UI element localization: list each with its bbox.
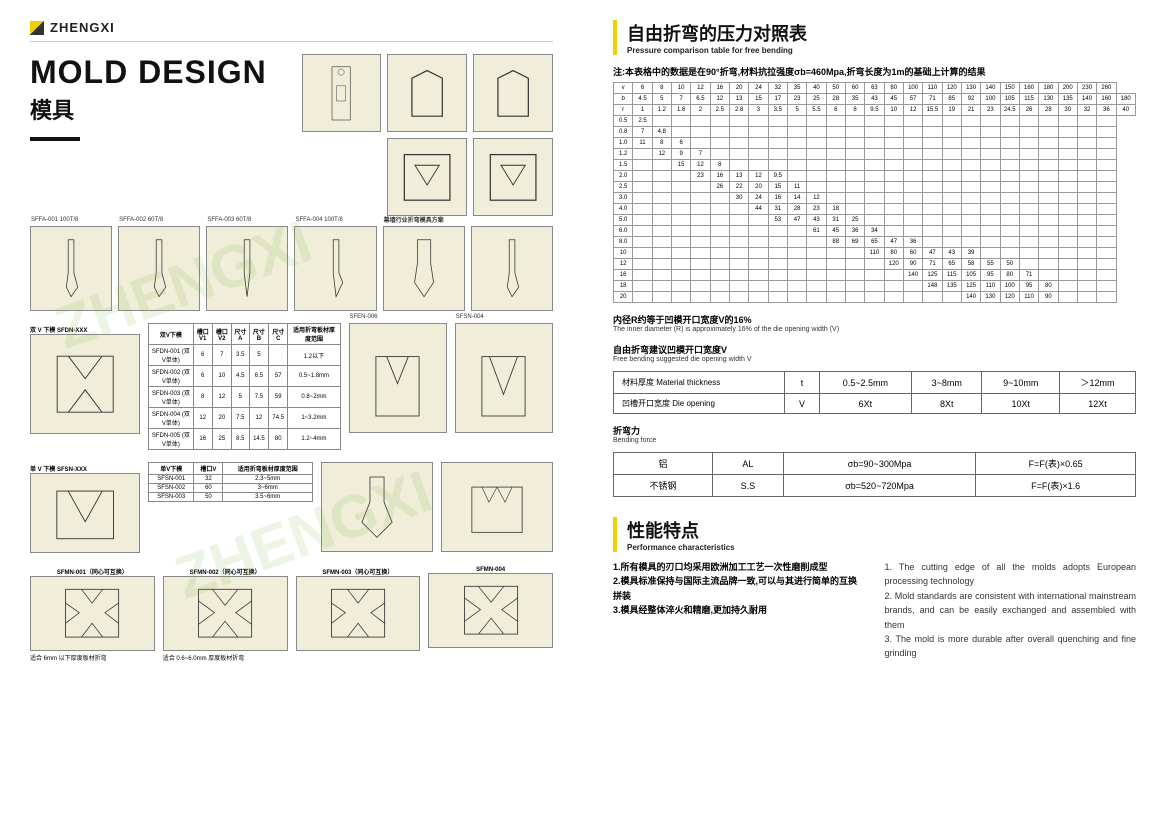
multi-v-diagram: [163, 576, 288, 651]
brand-text: ZHENGXI: [50, 20, 115, 35]
pressure-note: 注:本表格中的数据是在90°折弯,材料抗拉强度σb=460Mpa,折弯长度为1m…: [613, 65, 1136, 78]
perf-title-cn: 性能特点: [627, 517, 1136, 543]
perf-list-en: 1. The cutting edge of all the molds ado…: [885, 560, 1137, 661]
title-underline: [30, 137, 80, 141]
double-v-table: 双V下模槽口V1槽口V2尺寸A尺寸B尺寸C适用折弯板材厚度范围 SFDN-001…: [148, 323, 341, 450]
mold-diagram: SFFA-003 60T/8: [206, 226, 288, 311]
tool-diagram: [441, 462, 553, 552]
section-label: 双 V 下模 SFDN-XXX: [30, 325, 140, 334]
right-page: 自由折弯的压力对照表 Pressure comparison table for…: [583, 0, 1166, 821]
pressure-header: 自由折弯的压力对照表 Pressure comparison table for…: [613, 20, 1136, 55]
document-spread: ZHENGXI ZHENGXI ZHENGXI MOLD DESIGN 模具: [0, 0, 1166, 821]
diagram-label: SFFA-003 60T/8: [207, 217, 251, 223]
mold-diagram: [473, 138, 553, 216]
sfmn-item: SFMN-002（同心可互换） 适合 0.6~6.0mm 厚度板材折弯: [163, 565, 288, 662]
sfmn-item: SFMN-004: [428, 565, 553, 662]
mold-diagram: [302, 54, 382, 132]
curtain-label: 幕墙行业折弯模具方案: [384, 215, 444, 224]
diagram-caption: 适合 0.6~6.0mm 厚度板材折弯: [163, 653, 288, 662]
brand-icon: [30, 21, 44, 35]
page-title-cn: 模具: [30, 93, 282, 125]
mold-diagram: [387, 54, 467, 132]
multi-v-diagram: [296, 576, 421, 651]
section-label: 单 V 下模 SFSN-XXX: [30, 464, 140, 473]
diagram-label: SFMN-001（同心可互换）: [30, 567, 155, 576]
bending-force-cn: 折弯力: [613, 424, 1136, 437]
sfsn-diagram: SFSN-004: [455, 323, 553, 433]
diagram-label: SFEN-006: [350, 314, 378, 320]
mold-diagram: [387, 138, 467, 216]
diagram-label: SFFA-002 60T/8: [119, 217, 163, 223]
radius-note-cn: 内径R约等于凹模开口宽度V的16%: [613, 313, 1136, 326]
diagram-label: SFMN-002（同心可互换）: [163, 567, 288, 576]
pressure-title-en: Pressure comparison table for free bendi…: [627, 46, 1136, 55]
diagram-label: SFSN-004: [456, 314, 484, 320]
sfen-diagram: SFEN-006: [349, 323, 447, 433]
multi-v-diagram: [30, 576, 155, 651]
opening-table: 材料厚度 Material thicknesst0.5~2.5mm3~8mm9~…: [613, 371, 1136, 414]
pressure-table: v681012162024323540506063801001101201301…: [613, 82, 1136, 303]
double-v-diagram: [30, 334, 140, 434]
bending-force-en: Bending force: [613, 437, 1136, 444]
diagram-label: SFFA-004 100T/8: [295, 217, 342, 223]
mold-diagram: SFFA-001 100T/8: [30, 226, 112, 311]
single-v-diagram: [30, 473, 140, 553]
pressure-title-cn: 自由折弯的压力对照表: [627, 20, 1136, 46]
mold-diagram: 幕墙行业折弯模具方案: [383, 226, 465, 311]
perf-title-en: Performance characteristics: [627, 543, 1136, 552]
mold-diagram: SFFA-004 100T/8: [294, 226, 376, 311]
tool-diagram: [321, 462, 433, 552]
mold-diagram: [471, 226, 553, 311]
force-table: 铝ALσb=90~300MpaF=F(表)×0.65不锈钢S.Sσb=520~7…: [613, 452, 1136, 497]
diagram-label: SFMN-003（同心可互换）: [296, 567, 421, 576]
page-title-en: MOLD DESIGN: [30, 54, 282, 91]
opening-title-en: Free bending suggested die opening width…: [613, 356, 1136, 363]
diagram-label: SFFA-001 100T/8: [31, 217, 78, 223]
mold-diagram: SFFA-002 60T/8: [118, 226, 200, 311]
left-page: ZHENGXI ZHENGXI ZHENGXI MOLD DESIGN 模具: [0, 0, 583, 821]
multi-v-diagram: [428, 573, 553, 648]
opening-title-cn: 自由折弯建议凹模开口宽度V: [613, 343, 1136, 356]
brand-bar: ZHENGXI: [30, 20, 553, 42]
sfmn-item: SFMN-003（同心可互换）: [296, 565, 421, 662]
radius-note-en: The inner diameter (R) is approximately …: [613, 326, 1136, 333]
mold-diagram: [473, 54, 553, 132]
performance-columns: 1.所有模具的刃口均采用欧洲加工工艺一次性磨削成型2.模具标准保持与国际主流品牌…: [613, 560, 1136, 661]
perf-list-cn: 1.所有模具的刃口均采用欧洲加工工艺一次性磨削成型2.模具标准保持与国际主流品牌…: [613, 560, 865, 661]
diagram-caption: 适合 6mm 以下厚度板材折弯: [30, 653, 155, 662]
performance-header: 性能特点 Performance characteristics: [613, 517, 1136, 552]
single-v-table: 单V下模槽口V适用折弯板材厚度范围 SFSN-001322.3~5mmSFSN-…: [148, 462, 313, 502]
sfmn-item: SFMN-001（同心可互换） 适合 6mm 以下厚度板材折弯: [30, 565, 155, 662]
